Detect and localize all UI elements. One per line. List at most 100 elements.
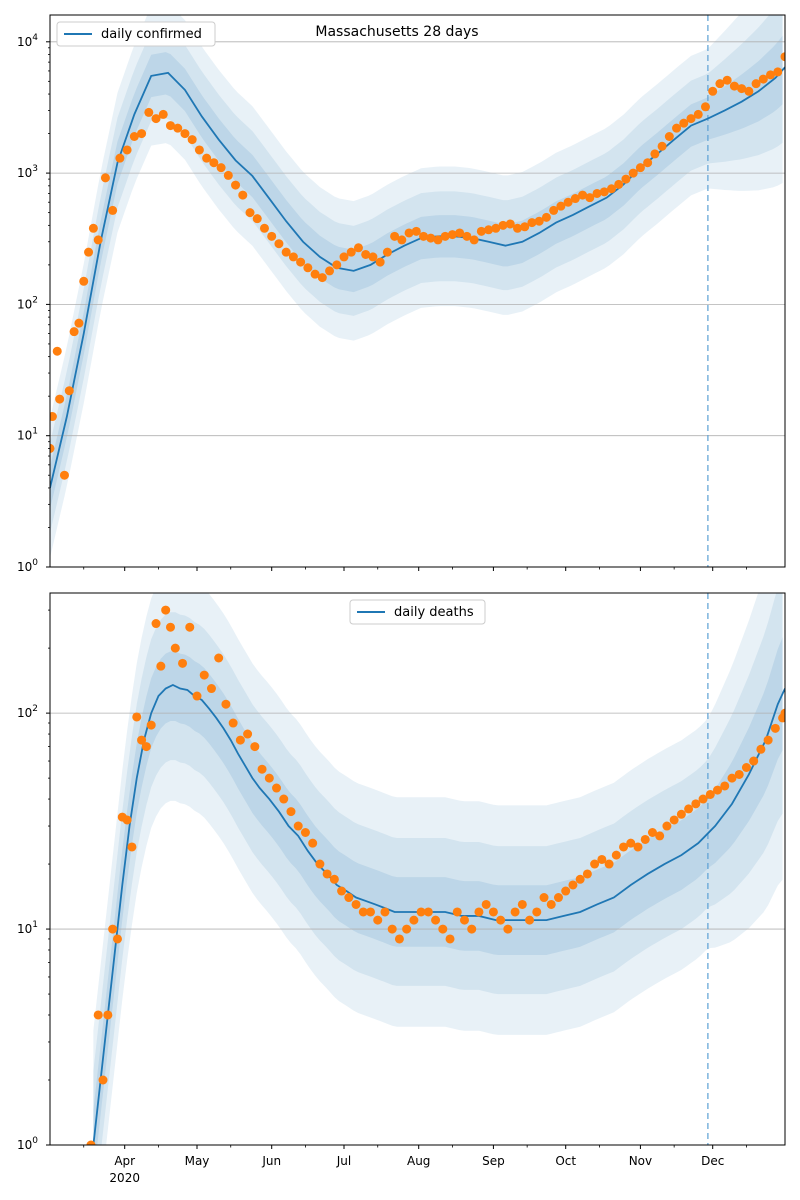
data-point <box>404 228 414 238</box>
y-tick-label: 102 <box>17 295 38 311</box>
data-point <box>561 886 571 896</box>
data-point <box>416 907 426 917</box>
data-point <box>272 783 282 793</box>
data-point <box>52 346 62 356</box>
data-point <box>228 718 238 728</box>
data-point <box>315 859 325 869</box>
x-tick-label: Apr <box>114 1154 135 1168</box>
data-point <box>599 187 609 197</box>
data-point <box>317 273 327 283</box>
x-tick-label: Dec <box>701 1154 724 1168</box>
data-point <box>329 874 339 884</box>
data-point <box>773 67 783 77</box>
data-point <box>766 70 776 80</box>
data-point <box>447 230 457 240</box>
data-point <box>380 907 390 917</box>
data-point <box>382 247 392 257</box>
data-point <box>146 720 156 730</box>
data-point <box>452 907 462 917</box>
data-point <box>64 386 74 396</box>
data-point <box>520 222 530 232</box>
data-point <box>708 86 718 96</box>
data-point <box>368 252 378 262</box>
data-point <box>423 907 433 917</box>
data-point <box>722 75 732 85</box>
data-point <box>375 257 385 267</box>
data-point <box>445 934 455 944</box>
data-point <box>74 318 84 328</box>
data-point <box>575 874 585 884</box>
data-point <box>50 412 57 422</box>
x-tick-label: Jul <box>336 1154 351 1168</box>
legend-box <box>349 599 486 625</box>
data-point <box>720 781 730 791</box>
y-tick-exponent: 1 <box>32 427 38 437</box>
data-point <box>438 924 448 934</box>
data-point <box>498 220 508 230</box>
data-point <box>546 899 556 909</box>
data-point <box>780 52 785 62</box>
data-point <box>122 815 132 825</box>
data-point <box>713 785 723 795</box>
data-point <box>676 809 686 819</box>
data-point <box>628 168 638 178</box>
data-point <box>115 153 125 163</box>
data-point <box>484 225 494 235</box>
data-point <box>541 212 551 222</box>
data-point <box>621 174 631 184</box>
data-point <box>173 123 183 133</box>
data-point <box>156 661 166 671</box>
data-point <box>633 842 643 852</box>
data-point <box>496 915 506 925</box>
data-point <box>98 1075 108 1085</box>
data-point <box>209 158 219 168</box>
data-point <box>474 907 484 917</box>
data-point <box>69 327 79 337</box>
data-point <box>698 794 708 804</box>
data-point <box>264 773 274 783</box>
x-tick-label: Jun <box>261 1154 281 1168</box>
data-point <box>592 188 602 198</box>
deaths-legend: daily deaths <box>349 599 486 625</box>
y-tick-exponent: 1 <box>32 920 38 930</box>
uncertainty-band-1 <box>50 15 783 558</box>
data-point <box>141 742 151 752</box>
data-point <box>749 756 759 766</box>
data-point <box>715 79 725 89</box>
data-point <box>187 135 197 145</box>
data-point <box>100 173 110 183</box>
data-point <box>103 1010 113 1020</box>
data-point <box>597 854 607 864</box>
uncertainty-band-2 <box>50 15 783 533</box>
data-point <box>221 699 231 709</box>
deaths-uncertainty-bands <box>93 593 783 1145</box>
data-point <box>397 235 407 245</box>
y-tick-label: 103 <box>17 164 38 180</box>
data-point <box>570 194 580 204</box>
data-point <box>758 74 768 84</box>
data-point <box>214 653 224 663</box>
data-point <box>325 266 335 276</box>
data-point <box>158 109 168 119</box>
data-point <box>640 834 650 844</box>
data-point <box>223 170 233 180</box>
data-point <box>635 163 645 173</box>
uncertainty-band-3 <box>93 637 783 1145</box>
chart-title: Massachusetts 28 days <box>315 24 478 40</box>
y-tick-exponent: 3 <box>32 164 38 174</box>
data-point <box>274 239 284 249</box>
data-point <box>144 107 154 117</box>
data-point <box>705 789 715 799</box>
y-tick-exponent: 2 <box>32 295 38 305</box>
data-point <box>606 184 616 194</box>
data-point <box>431 915 441 925</box>
data-point <box>165 121 175 131</box>
data-point <box>693 109 703 119</box>
data-point <box>178 658 188 668</box>
data-point <box>763 735 773 745</box>
data-point <box>568 880 578 890</box>
data-point <box>310 269 320 279</box>
x-tick-label: Oct <box>555 1154 576 1168</box>
